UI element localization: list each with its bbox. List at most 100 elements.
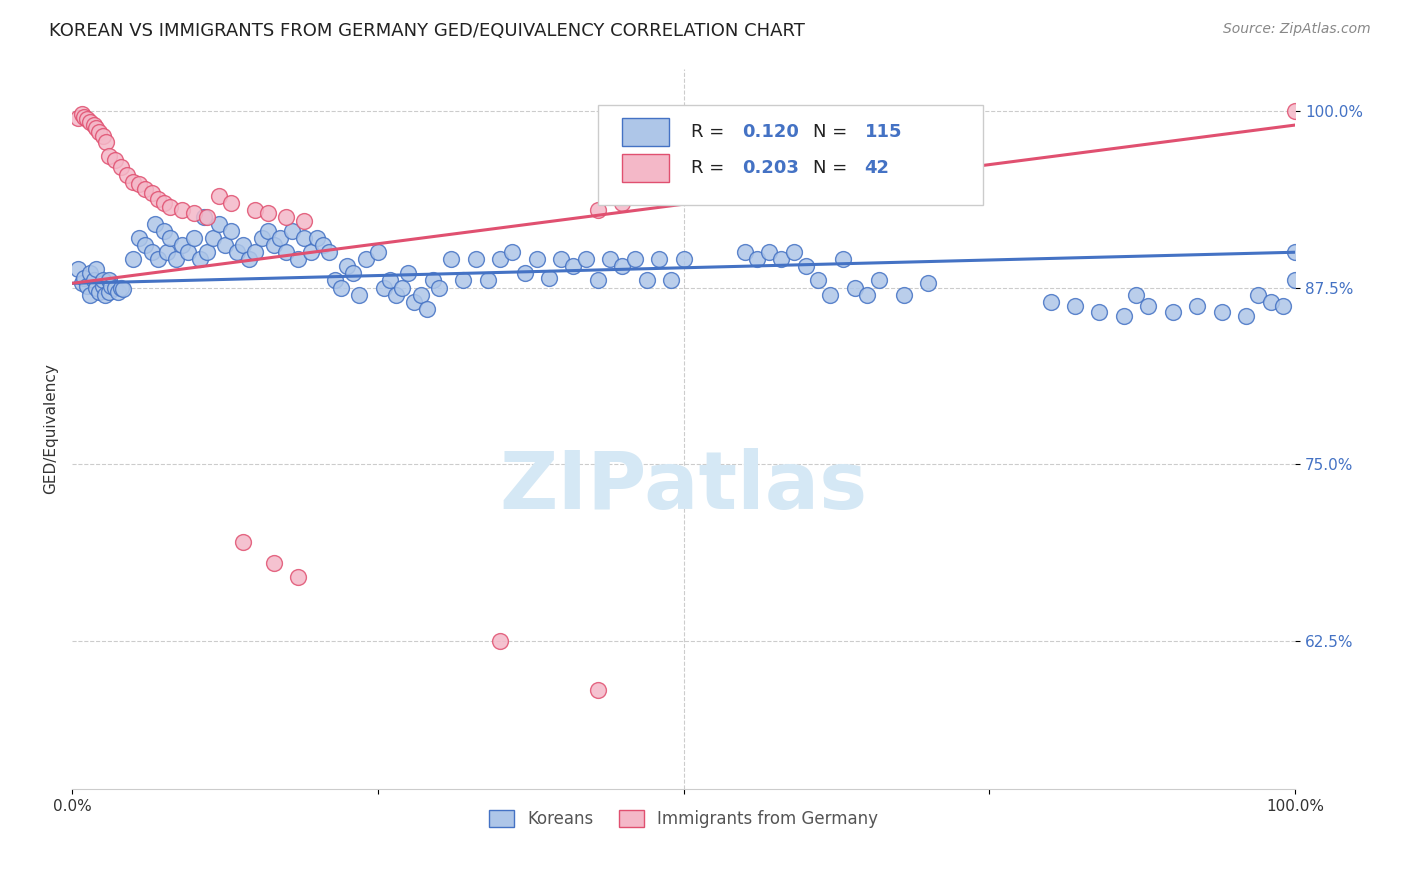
- Point: [122, 252, 145, 267]
- Point: [269, 231, 291, 245]
- Point: [745, 252, 768, 267]
- Point: [214, 238, 236, 252]
- Point: [440, 252, 463, 267]
- Point: [299, 245, 322, 260]
- Point: [391, 280, 413, 294]
- Point: [208, 188, 231, 202]
- Point: [73, 110, 96, 124]
- Point: [404, 294, 426, 309]
- Point: [146, 192, 169, 206]
- Point: [86, 262, 108, 277]
- Point: [1247, 287, 1270, 301]
- Point: [464, 252, 486, 267]
- Point: [195, 210, 218, 224]
- Point: [274, 245, 297, 260]
- Point: [79, 115, 101, 129]
- Point: [537, 270, 560, 285]
- Point: [143, 217, 166, 231]
- Point: [794, 260, 817, 274]
- Point: [1211, 304, 1233, 318]
- Text: KOREAN VS IMMIGRANTS FROM GERMANY GED/EQUIVALENCY CORRELATION CHART: KOREAN VS IMMIGRANTS FROM GERMANY GED/EQ…: [49, 22, 806, 40]
- Point: [152, 195, 174, 210]
- Point: [734, 245, 756, 260]
- Point: [453, 273, 475, 287]
- Point: [190, 252, 212, 267]
- Point: [250, 231, 273, 245]
- Point: [336, 260, 359, 274]
- Point: [79, 267, 101, 281]
- Point: [97, 149, 120, 163]
- Point: [294, 231, 316, 245]
- Text: R =: R =: [690, 123, 730, 141]
- Point: [70, 107, 93, 121]
- Point: [73, 270, 96, 285]
- Point: [562, 260, 585, 274]
- Point: [349, 287, 371, 301]
- Y-axis label: GED/Equivalency: GED/Equivalency: [44, 363, 58, 494]
- Point: [134, 238, 156, 252]
- Point: [67, 262, 90, 277]
- Text: 42: 42: [865, 159, 890, 177]
- Point: [122, 175, 145, 189]
- Point: [274, 210, 297, 224]
- Text: N =: N =: [813, 123, 853, 141]
- Point: [844, 280, 866, 294]
- Point: [1125, 287, 1147, 301]
- Legend: Koreans, Immigrants from Germany: Koreans, Immigrants from Germany: [482, 804, 884, 835]
- Point: [238, 252, 260, 267]
- Point: [193, 210, 215, 224]
- FancyBboxPatch shape: [598, 104, 983, 205]
- Point: [623, 252, 645, 267]
- Point: [422, 273, 444, 287]
- Point: [96, 135, 118, 149]
- Point: [1284, 103, 1306, 118]
- Point: [256, 224, 278, 238]
- Point: [107, 285, 129, 299]
- Point: [868, 273, 890, 287]
- Point: [672, 252, 695, 267]
- Point: [91, 279, 114, 293]
- Point: [489, 252, 512, 267]
- Point: [378, 273, 401, 287]
- Point: [758, 245, 780, 260]
- Point: [612, 195, 634, 210]
- Point: [70, 277, 93, 291]
- Point: [110, 161, 132, 175]
- Point: [586, 683, 609, 698]
- Point: [1271, 299, 1294, 313]
- Point: [91, 129, 114, 144]
- Text: ZIPatlas: ZIPatlas: [499, 448, 868, 525]
- Point: [172, 202, 194, 217]
- Point: [256, 205, 278, 219]
- Point: [636, 273, 658, 287]
- Point: [172, 238, 194, 252]
- Point: [550, 252, 572, 267]
- Point: [305, 231, 328, 245]
- Point: [97, 273, 120, 287]
- Point: [659, 273, 682, 287]
- Point: [219, 195, 242, 210]
- Point: [245, 245, 267, 260]
- Point: [373, 280, 395, 294]
- FancyBboxPatch shape: [623, 118, 669, 146]
- Text: R =: R =: [690, 159, 730, 177]
- Point: [318, 245, 340, 260]
- Point: [648, 252, 671, 267]
- Point: [159, 231, 181, 245]
- Point: [599, 252, 621, 267]
- Point: [287, 252, 309, 267]
- Point: [831, 252, 853, 267]
- Point: [104, 153, 127, 168]
- Point: [112, 282, 135, 296]
- Point: [79, 287, 101, 301]
- Point: [1161, 304, 1184, 318]
- Point: [141, 186, 163, 200]
- Point: [232, 535, 254, 549]
- Point: [354, 252, 377, 267]
- Point: [86, 280, 108, 294]
- Point: [416, 301, 439, 316]
- Point: [575, 252, 598, 267]
- Point: [195, 245, 218, 260]
- Point: [100, 279, 122, 293]
- Point: [94, 287, 117, 301]
